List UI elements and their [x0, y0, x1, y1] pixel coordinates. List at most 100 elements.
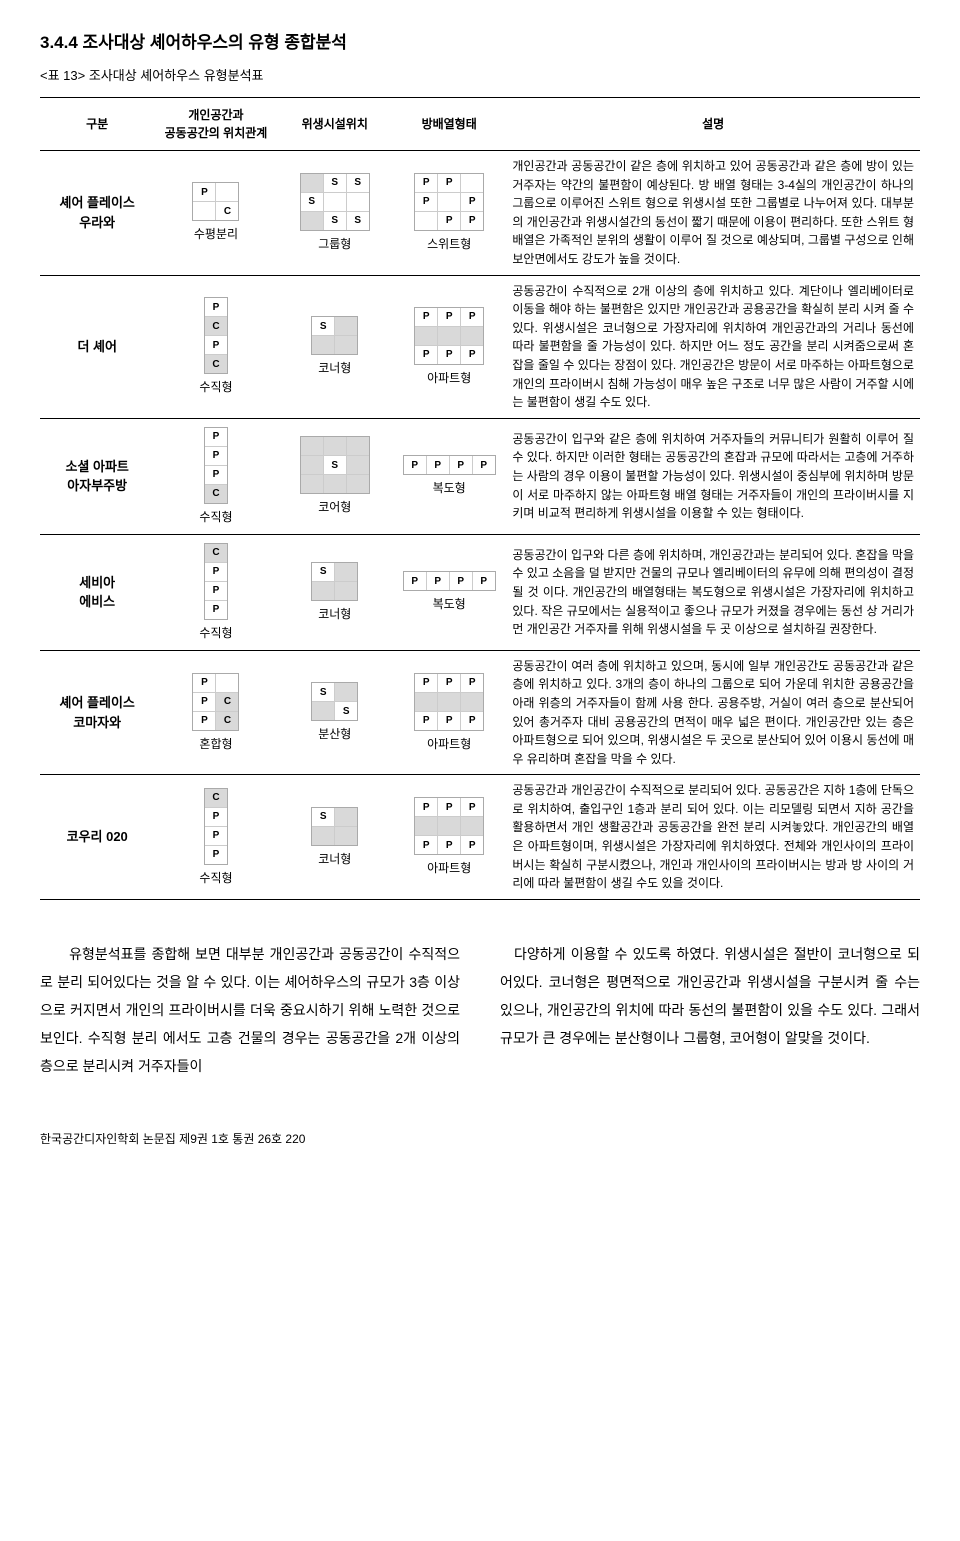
- row-name: 세비아 에비스: [40, 534, 154, 650]
- diagram-cell: [193, 202, 215, 220]
- diagram-cell-d3: S코너형: [278, 775, 392, 900]
- diagram-cell: P: [461, 308, 483, 326]
- th-sanitary: 위생시설위치: [278, 98, 392, 151]
- diagram-cell: [324, 437, 346, 455]
- diagram-cell-d2: PPPC수직형: [154, 418, 277, 534]
- diagram-cell: [438, 327, 460, 345]
- diagram-cell-d4: PPPPPP아파트형: [392, 775, 506, 900]
- row-name: 셰어 플레이스 코마자와: [40, 650, 154, 775]
- diagram-cell: P: [415, 346, 437, 364]
- diagram-cell: S: [335, 702, 357, 720]
- diagram-cell: [347, 437, 369, 455]
- diagram-cell: P: [205, 582, 227, 600]
- page-footer: 한국공간디자인학회 논문집 제9권 1호 통권 26호 220: [40, 1130, 920, 1148]
- diagram-cell: [335, 683, 357, 701]
- diagram-cell: [335, 336, 357, 354]
- diagram-cell: P: [438, 712, 460, 730]
- diagram-label: 코너형: [318, 605, 351, 623]
- diagram-cell: P: [415, 836, 437, 854]
- diagram-cell: [301, 174, 323, 192]
- table-caption: <표 13> 조사대상 셰어하우스 유형분석표: [40, 66, 920, 86]
- diagram-label: 수평분리: [194, 225, 238, 243]
- diagram-cell: P: [450, 456, 472, 474]
- diagram-label: 복도형: [433, 479, 466, 497]
- diagram-cell: [301, 437, 323, 455]
- diagram-cell: P: [461, 674, 483, 692]
- diagram-cell: S: [312, 808, 334, 826]
- diagram-cell: C: [205, 317, 227, 335]
- diagram-cell: P: [427, 456, 449, 474]
- diagram-cell: P: [461, 712, 483, 730]
- diagram-cell: [335, 582, 357, 600]
- diagram-cell: P: [205, 447, 227, 465]
- diagram-cell: P: [193, 693, 215, 711]
- diagram-cell: P: [415, 193, 437, 211]
- diagram-label: 수직형: [199, 378, 232, 396]
- row-name: 소셜 아파트 아자부주방: [40, 418, 154, 534]
- diagram-cell-d2: PC 수평분리: [154, 151, 277, 276]
- body-left: 유형분석표를 종합해 보면 대부분 개인공간과 공동공간이 수직적으로 분리 되…: [40, 940, 460, 1080]
- diagram-cell: S: [324, 212, 346, 230]
- diagram-cell: P: [438, 836, 460, 854]
- diagram-label: 코어형: [318, 498, 351, 516]
- diagram-cell: P: [438, 212, 460, 230]
- diagram-cell: [335, 317, 357, 335]
- diagram-cell: P: [205, 466, 227, 484]
- row-name: 더 셰어: [40, 275, 154, 418]
- th-arrangement: 방배열형태: [392, 98, 506, 151]
- diagram-cell: C: [205, 485, 227, 503]
- diagram-label: 스위트형: [427, 235, 471, 253]
- diagram-cell: P: [205, 563, 227, 581]
- diagram-cell: P: [438, 346, 460, 364]
- diagram-cell: [415, 817, 437, 835]
- diagram-cell: C: [205, 544, 227, 562]
- diagram-cell-d3: S코어형: [278, 418, 392, 534]
- diagram-cell: P: [415, 712, 437, 730]
- diagram-cell: P: [438, 798, 460, 816]
- diagram-cell-d4: PPPP복도형: [392, 534, 506, 650]
- diagram-cell: [312, 336, 334, 354]
- diagram-cell: [301, 475, 323, 493]
- diagram-cell: S: [312, 317, 334, 335]
- diagram-cell: P: [450, 572, 472, 590]
- diagram-cell: P: [415, 798, 437, 816]
- diagram-cell: [312, 582, 334, 600]
- row-name: 코우리 020: [40, 775, 154, 900]
- diagram-cell-d3: SSSSS그룹형: [278, 151, 392, 276]
- row-name: 셰어 플레이스 우라와: [40, 151, 154, 276]
- diagram-cell: C: [205, 789, 227, 807]
- diagram-label: 아파트형: [427, 735, 471, 753]
- diagram-cell: P: [415, 674, 437, 692]
- diagram-cell: P: [193, 712, 215, 730]
- diagram-cell: P: [438, 308, 460, 326]
- diagram-cell: [301, 212, 323, 230]
- diagram-label: 수직형: [199, 869, 232, 887]
- diagram-cell: [415, 327, 437, 345]
- diagram-label: 아파트형: [427, 369, 471, 387]
- th-category: 구분: [40, 98, 154, 151]
- diagram-cell: P: [205, 601, 227, 619]
- body-right: 다양하게 이용할 수 있도록 하였다. 위생시설은 절반이 코너형으로 되어있다…: [500, 940, 920, 1080]
- diagram-cell: S: [347, 212, 369, 230]
- diagram-cell: [461, 174, 483, 192]
- diagram-cell: P: [193, 183, 215, 201]
- diagram-cell: C: [216, 712, 238, 730]
- row-description: 공동공간이 여러 층에 위치하고 있으며, 동시에 일부 개인공간도 공동공간과…: [506, 650, 920, 775]
- diagram-cell-d4: PPPPPP아파트형: [392, 275, 506, 418]
- diagram-cell: [347, 193, 369, 211]
- diagram-cell: C: [216, 202, 238, 220]
- diagram-cell: P: [438, 674, 460, 692]
- diagram-cell: P: [205, 808, 227, 826]
- diagram-cell: [301, 456, 323, 474]
- diagram-cell: P: [193, 674, 215, 692]
- diagram-cell: P: [205, 336, 227, 354]
- diagram-cell-d2: PCPC수직형: [154, 275, 277, 418]
- diagram-cell: P: [438, 174, 460, 192]
- row-description: 공동공간이 입구와 다른 층에 위치하며, 개인공간과는 분리되어 있다. 혼잡…: [506, 534, 920, 650]
- diagram-cell: [324, 193, 346, 211]
- diagram-cell-d2: CPPP수직형: [154, 534, 277, 650]
- analysis-table: 구분 개인공간과 공동공간의 위치관계 위생시설위치 방배열형태 설명 셰어 플…: [40, 97, 920, 900]
- diagram-cell: [461, 817, 483, 835]
- diagram-cell: [461, 327, 483, 345]
- row-description: 공동공간이 입구와 같은 층에 위치하여 거주자들의 커뮤니티가 원활히 이루어…: [506, 418, 920, 534]
